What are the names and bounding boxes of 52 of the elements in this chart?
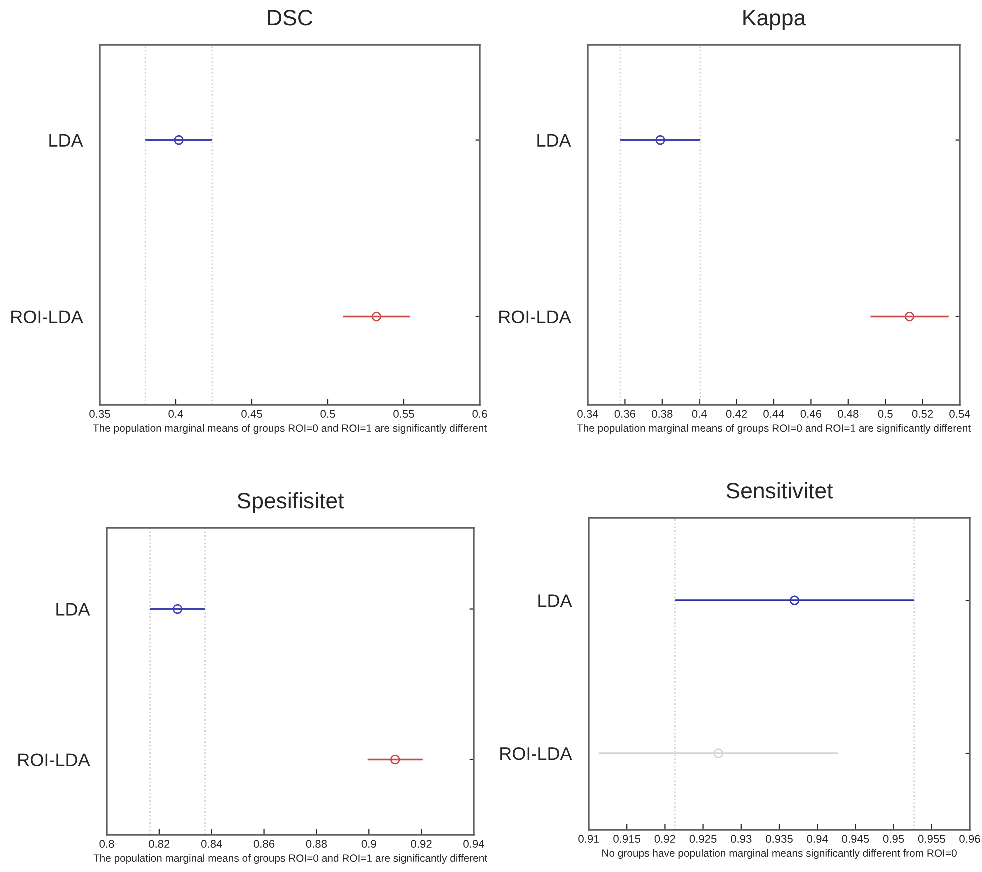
y-tick-label: ROI-LDA <box>500 310 572 324</box>
x-tick-label: 0.54 <box>950 410 970 418</box>
y-tick-label: ROI-LDA <box>12 310 84 324</box>
x-tick-label: 0.945 <box>842 835 870 844</box>
x-tick-label: 0.915 <box>614 835 641 844</box>
x-tick-label: 0.92 <box>411 840 432 848</box>
x-tick-label: 0.84 <box>201 840 222 848</box>
x-tick-label: 0.91 <box>578 835 600 844</box>
x-tick-label: 0.94 <box>464 840 484 848</box>
y-tick-label: LDA <box>56 603 90 616</box>
x-tick-label: 0.925 <box>690 835 717 844</box>
y-tick-label: ROI-LDA <box>18 754 90 766</box>
x-tick-label: 0.35 <box>90 410 110 418</box>
y-tick-label: LDA <box>538 134 572 147</box>
x-axis-title: The population marginal means of groups ROI=0 and ROI=1 are significantly different <box>577 424 972 434</box>
x-tick-label: 0.4 <box>168 410 184 418</box>
x-tick-label: 0.55 <box>394 410 414 418</box>
x-tick-label: 0.5 <box>878 410 893 418</box>
y-tick-label: ROI-LDA <box>500 747 572 760</box>
y-tick-label: LDA <box>538 594 572 608</box>
x-tick-label: 0.82 <box>149 840 170 848</box>
x-tick-label: 0.45 <box>242 410 262 418</box>
y-tick-label: LDA <box>50 134 84 147</box>
chart-title: DSC <box>268 10 313 26</box>
x-tick-label: 0.4 <box>692 410 707 418</box>
x-tick-label: 0.42 <box>726 410 748 418</box>
x-tick-label: 0.96 <box>960 835 980 844</box>
x-tick-label: 0.48 <box>838 410 859 418</box>
x-tick-label: 0.34 <box>578 410 598 418</box>
chart-title: Spesifisitet <box>238 492 344 514</box>
x-tick-label: 0.955 <box>918 835 946 844</box>
x-tick-label: 0.5 <box>320 410 336 418</box>
x-tick-label: 0.9 <box>362 840 376 848</box>
x-tick-label: 0.93 <box>731 835 752 844</box>
x-tick-label: 0.935 <box>766 835 793 844</box>
x-tick-label: 0.44 <box>764 410 784 418</box>
x-tick-label: 0.52 <box>912 410 934 418</box>
x-tick-label: 0.36 <box>614 410 636 418</box>
x-axis-title: The population marginal means of groups ROI=0 and ROI=1 are significantly different <box>94 854 488 864</box>
x-tick-label: 0.8 <box>100 840 114 848</box>
x-axis-title: The population marginal means of groups ROI=0 and ROI=1 are significantly different <box>93 424 488 434</box>
x-tick-label: 0.88 <box>306 840 328 848</box>
x-tick-label: 0.94 <box>807 835 828 844</box>
x-tick-label: 0.86 <box>254 840 275 848</box>
chart-title: Sensitivitet <box>726 482 834 499</box>
x-tick-label: 0.6 <box>472 410 488 418</box>
x-tick-label: 0.46 <box>800 410 822 418</box>
x-tick-label: 0.92 <box>654 835 676 844</box>
chart-title: Kappa <box>744 10 806 30</box>
x-tick-label: 0.95 <box>883 835 904 844</box>
x-axis-title: No groups have population marginal means significantly different from ROI=0 <box>602 849 957 860</box>
x-tick-label: 0.38 <box>652 410 673 418</box>
